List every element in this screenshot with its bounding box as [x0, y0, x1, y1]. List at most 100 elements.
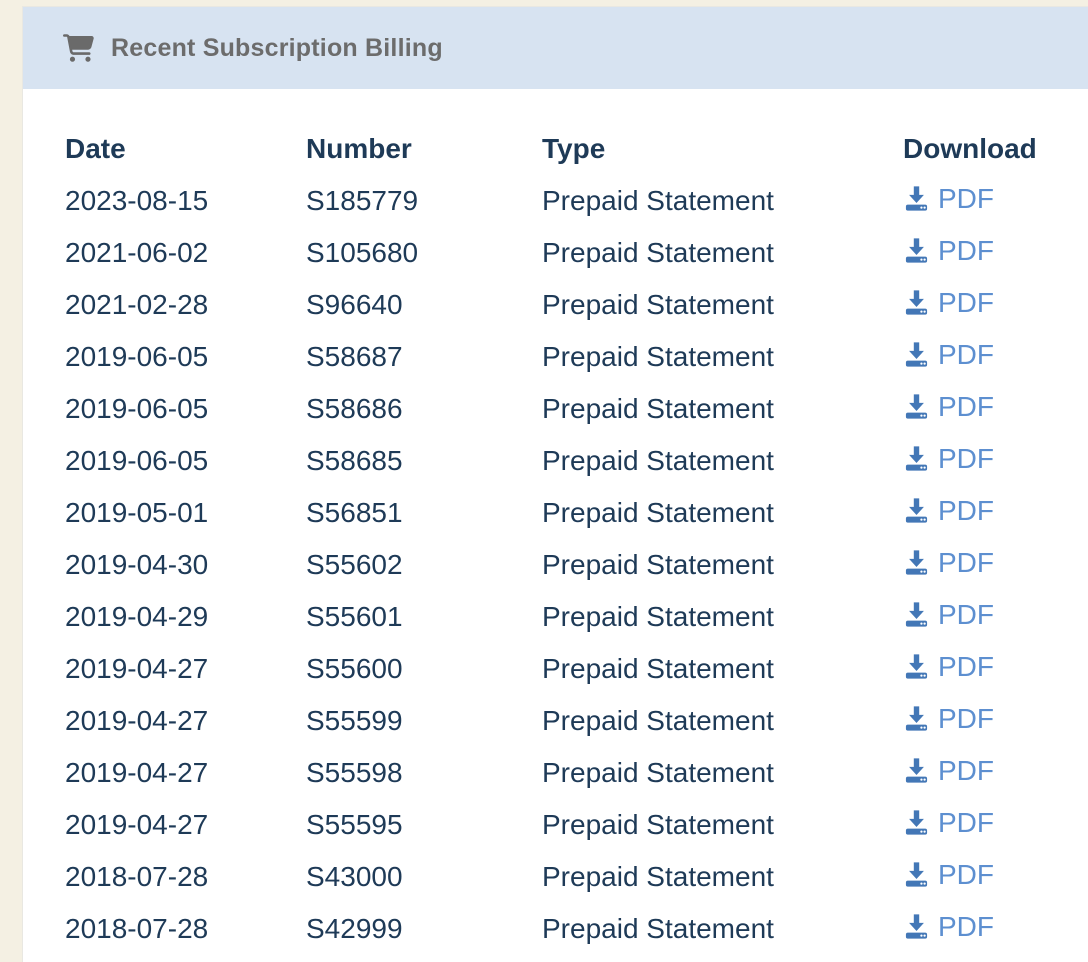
table-row: 2019-04-30 S55602 Prepaid Statement PDF	[65, 539, 1075, 591]
cell-download: PDF	[903, 279, 1075, 331]
cell-number: S56851	[306, 497, 403, 528]
cell-number: S55602	[306, 549, 403, 580]
cell-download: PDF	[903, 227, 1075, 279]
cell-type: Prepaid Statement	[542, 653, 774, 684]
download-link-label: PDF	[938, 182, 994, 214]
download-icon	[903, 237, 930, 264]
cell-number: S58687	[306, 341, 403, 372]
table-row: 2023-08-15 S185779 Prepaid Statement PDF	[65, 175, 1075, 227]
cell-date: 2019-04-30	[65, 549, 209, 580]
table-row: 2019-05-01 S56851 Prepaid Statement PDF	[65, 487, 1075, 539]
table-row: 2019-06-05 S58685 Prepaid Statement PDF	[65, 435, 1075, 487]
cell-number: S43000	[306, 861, 403, 892]
cell-download: PDF	[903, 903, 1075, 955]
cell-download: PDF	[903, 747, 1075, 799]
cell-type: Prepaid Statement	[542, 445, 774, 476]
cell-type: Prepaid Statement	[542, 913, 774, 944]
download-pdf-link[interactable]: PDF	[903, 651, 994, 683]
cell-type: Prepaid Statement	[542, 705, 774, 736]
download-pdf-link[interactable]: PDF	[903, 339, 994, 371]
cell-download: PDF	[903, 383, 1075, 435]
cell-download: PDF	[903, 435, 1075, 487]
table-row: 2019-04-29 S55601 Prepaid Statement PDF	[65, 591, 1075, 643]
download-link-label: PDF	[938, 390, 994, 422]
download-link-label: PDF	[938, 442, 994, 474]
table-row: 2019-04-27 S55599 Prepaid Statement PDF	[65, 695, 1075, 747]
download-pdf-link[interactable]: PDF	[903, 859, 994, 891]
cell-number: S42999	[306, 913, 403, 944]
download-link-label: PDF	[938, 806, 994, 838]
download-link-label: PDF	[938, 754, 994, 786]
cell-date: 2018-07-28	[65, 861, 209, 892]
table-row: 2021-02-28 S96640 Prepaid Statement PDF	[65, 279, 1075, 331]
cell-date: 2018-07-28	[65, 913, 209, 944]
cell-date: 2019-04-27	[65, 653, 209, 684]
cell-date: 2019-04-27	[65, 809, 209, 840]
download-pdf-link[interactable]: PDF	[903, 443, 994, 475]
download-pdf-link[interactable]: PDF	[903, 183, 994, 215]
panel-title: Recent Subscription Billing	[111, 33, 443, 62]
download-pdf-link[interactable]: PDF	[903, 807, 994, 839]
cell-download: PDF	[903, 643, 1075, 695]
download-link-label: PDF	[938, 546, 994, 578]
cell-type: Prepaid Statement	[542, 497, 774, 528]
table-row: 2018-07-28 S43000 Prepaid Statement PDF	[65, 851, 1075, 903]
cell-number: S55599	[306, 705, 403, 736]
download-pdf-link[interactable]: PDF	[903, 703, 994, 735]
cell-download: PDF	[903, 539, 1075, 591]
download-icon	[903, 185, 930, 212]
download-link-label: PDF	[938, 650, 994, 682]
cell-number: S58685	[306, 445, 403, 476]
download-pdf-link[interactable]: PDF	[903, 599, 994, 631]
panel-body: Date Number Type Download 2023-08-15 S18…	[23, 89, 1088, 955]
cell-type: Prepaid Statement	[542, 809, 774, 840]
download-pdf-link[interactable]: PDF	[903, 495, 994, 527]
table-row: 2019-04-27 S55595 Prepaid Statement PDF	[65, 799, 1075, 851]
cell-number: S55601	[306, 601, 403, 632]
cell-download: PDF	[903, 331, 1075, 383]
table-row: 2019-04-27 S55598 Prepaid Statement PDF	[65, 747, 1075, 799]
download-pdf-link[interactable]: PDF	[903, 287, 994, 319]
cell-number: S58686	[306, 393, 403, 424]
cell-download: PDF	[903, 851, 1075, 903]
cell-type: Prepaid Statement	[542, 757, 774, 788]
table-row: 2018-07-28 S42999 Prepaid Statement PDF	[65, 903, 1075, 955]
download-icon	[903, 445, 930, 472]
download-pdf-link[interactable]: PDF	[903, 547, 994, 579]
download-pdf-link[interactable]: PDF	[903, 755, 994, 787]
column-header-type: Type	[542, 133, 606, 164]
download-icon	[903, 341, 930, 368]
cell-type: Prepaid Statement	[542, 601, 774, 632]
cell-number: S55595	[306, 809, 403, 840]
table-header-row: Date Number Type Download	[65, 123, 1075, 175]
download-link-label: PDF	[938, 338, 994, 370]
cell-download: PDF	[903, 591, 1075, 643]
cell-date: 2021-02-28	[65, 289, 209, 320]
download-link-label: PDF	[938, 702, 994, 734]
table-row: 2019-06-05 S58687 Prepaid Statement PDF	[65, 331, 1075, 383]
download-icon	[903, 497, 930, 524]
column-header-download: Download	[903, 133, 1037, 164]
billing-table: Date Number Type Download 2023-08-15 S18…	[65, 123, 1075, 955]
download-icon	[903, 861, 930, 888]
download-icon	[903, 289, 930, 316]
cell-type: Prepaid Statement	[542, 185, 774, 216]
download-pdf-link[interactable]: PDF	[903, 391, 994, 423]
cell-type: Prepaid Statement	[542, 393, 774, 424]
download-pdf-link[interactable]: PDF	[903, 911, 994, 943]
cell-date: 2019-05-01	[65, 497, 209, 528]
cell-date: 2019-04-29	[65, 601, 209, 632]
download-icon	[903, 393, 930, 420]
download-pdf-link[interactable]: PDF	[903, 235, 994, 267]
cell-number: S55600	[306, 653, 403, 684]
download-link-label: PDF	[938, 858, 994, 890]
cell-download: PDF	[903, 175, 1075, 227]
cell-type: Prepaid Statement	[542, 549, 774, 580]
download-icon	[903, 549, 930, 576]
cell-number: S55598	[306, 757, 403, 788]
download-icon	[903, 913, 930, 940]
billing-panel: Recent Subscription Billing Date Number …	[22, 6, 1088, 962]
download-icon	[903, 653, 930, 680]
download-icon	[903, 757, 930, 784]
cell-type: Prepaid Statement	[542, 861, 774, 892]
